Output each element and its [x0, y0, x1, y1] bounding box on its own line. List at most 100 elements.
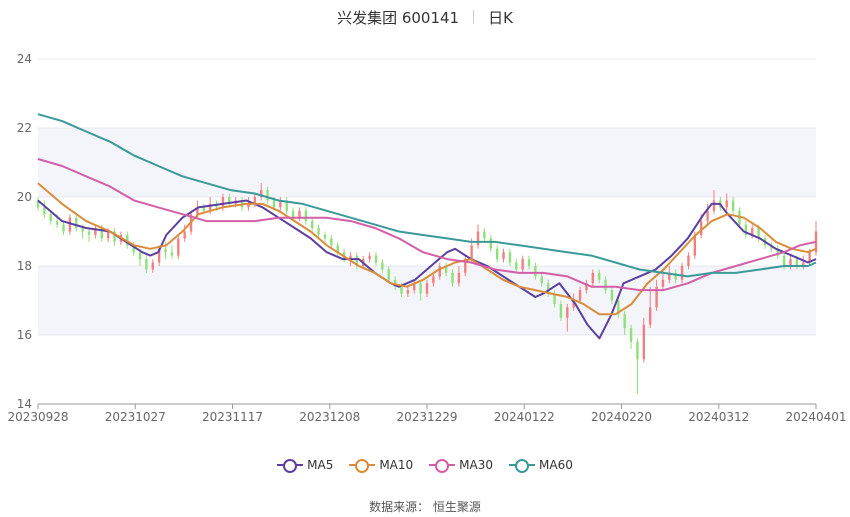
candle-body: [451, 272, 454, 284]
candle-body: [298, 210, 301, 218]
candle-body: [687, 255, 690, 266]
x-tick-label: 20240401: [785, 410, 846, 424]
candle-body: [789, 259, 792, 266]
legend: MA5 MA10 MA30 MA60: [0, 458, 850, 473]
legend-label: MA5: [307, 458, 334, 472]
x-tick-label: 20240312: [688, 410, 749, 424]
candle-body: [349, 255, 352, 260]
candle-body: [782, 255, 786, 266]
legend-item-ma60[interactable]: MA60: [509, 458, 573, 473]
source-name: 恒生聚源: [432, 500, 481, 514]
candle-body: [43, 207, 46, 215]
candle-body: [521, 259, 524, 270]
candle-body: [400, 286, 403, 294]
candle-body: [170, 252, 174, 256]
candle-body: [55, 221, 59, 225]
candle-body: [164, 248, 167, 253]
candle-body: [330, 238, 333, 246]
candle-body: [253, 197, 257, 204]
candle-body: [323, 234, 327, 239]
candle-body: [515, 262, 518, 270]
candle-body: [126, 234, 129, 246]
candle-body: [483, 231, 486, 239]
candle-body: [617, 300, 620, 315]
candle-body: [157, 248, 161, 263]
candle-body: [814, 231, 818, 253]
candle-body: [610, 290, 614, 301]
candle-body: [425, 283, 429, 294]
candle-body: [113, 231, 116, 242]
candle-body: [744, 224, 748, 235]
x-tick-label: 20231229: [396, 410, 457, 424]
candle-body: [808, 252, 811, 263]
y-tick-label: 14: [17, 397, 32, 411]
data-source: 数据来源： 恒生聚源: [0, 498, 850, 515]
candle-body: [413, 283, 416, 291]
y-tick-label: 24: [17, 52, 32, 66]
candle-body: [476, 231, 480, 246]
series-line-ma30: [37, 158, 817, 292]
candle-body: [68, 217, 72, 232]
legend-item-ma30[interactable]: MA30: [429, 458, 494, 473]
candle-body: [387, 269, 390, 280]
candle-body: [489, 238, 492, 249]
candle-body: [279, 200, 282, 208]
candle-body: [36, 200, 40, 208]
candle-body: [636, 341, 639, 360]
candle-body: [311, 221, 314, 229]
chart-header: 兴发集团 600141 日K: [0, 6, 850, 28]
candle-body: [221, 197, 225, 208]
candle-body: [100, 228, 103, 239]
candle-body: [776, 248, 779, 256]
legend-label: MA30: [459, 458, 494, 472]
candle-body: [81, 228, 84, 232]
candle-body: [655, 286, 658, 308]
candle-body: [132, 245, 135, 253]
candle-body: [432, 276, 435, 284]
candle-body: [712, 200, 716, 211]
candle-body: [693, 234, 697, 256]
candle-body: [177, 238, 180, 256]
candle-body: [247, 203, 250, 208]
candle-body: [597, 272, 601, 280]
candle-body: [495, 248, 499, 260]
candle-body: [802, 262, 805, 266]
candle-body: [540, 276, 543, 284]
candle-body: [502, 252, 505, 260]
legend-item-ma5[interactable]: MA5: [277, 458, 334, 473]
candle-body: [444, 266, 448, 273]
candle-body: [336, 245, 339, 253]
candle-body: [668, 272, 671, 280]
candle-body: [661, 279, 665, 287]
legend-item-ma10[interactable]: MA10: [349, 458, 413, 473]
candle-body: [304, 210, 308, 222]
candle-body: [527, 259, 531, 266]
candle-body: [553, 293, 556, 304]
candle-body: [272, 200, 276, 208]
candle-body: [725, 200, 728, 208]
candle-body: [731, 200, 735, 211]
series-line-ma60: [37, 113, 817, 278]
candle-body: [546, 283, 550, 294]
candle-body: [406, 290, 410, 294]
legend-swatch-icon: [429, 458, 456, 473]
legend-swatch-icon: [349, 458, 376, 473]
candle-body: [585, 283, 588, 291]
y-tick-label: 22: [17, 121, 32, 135]
candle-body: [291, 210, 295, 218]
series-line-ma10: [37, 182, 817, 316]
x-tick-label: 20231208: [299, 410, 360, 424]
candle-body: [419, 283, 422, 294]
candle-body: [680, 266, 684, 280]
candle-body: [285, 200, 288, 211]
x-tick-label: 20230928: [7, 410, 68, 424]
tab-daily-k[interactable]: 日K: [488, 8, 513, 27]
candle-body: [381, 262, 384, 270]
candle-body: [75, 217, 78, 229]
y-tick-label: 18: [17, 259, 32, 273]
candle-body: [94, 228, 97, 235]
candle-body: [457, 272, 461, 284]
candle-body: [208, 203, 212, 211]
candle-body: [566, 307, 569, 318]
legend-swatch-icon: [277, 458, 304, 473]
